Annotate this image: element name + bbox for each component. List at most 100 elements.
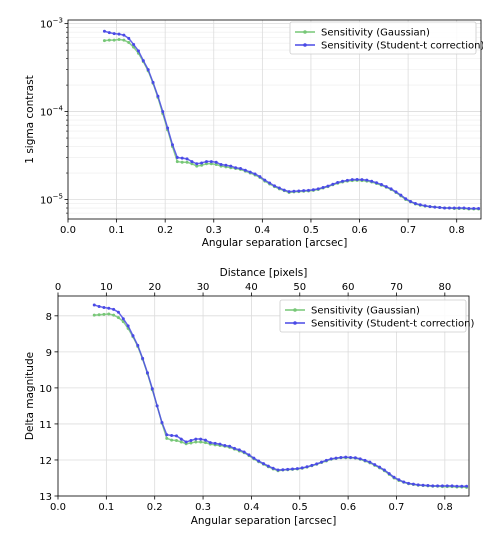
data-point bbox=[97, 313, 101, 317]
x2-tick-label: 50 bbox=[293, 282, 306, 293]
data-point bbox=[174, 434, 178, 438]
data-point bbox=[365, 178, 369, 182]
data-point bbox=[349, 455, 353, 459]
data-point bbox=[331, 182, 335, 186]
x2-tick-label: 70 bbox=[390, 282, 403, 293]
x-tick-label: 0.0 bbox=[60, 225, 76, 236]
x-tick-label: 0.6 bbox=[340, 502, 356, 513]
data-point bbox=[102, 39, 106, 43]
data-point bbox=[379, 183, 383, 187]
data-point bbox=[443, 206, 447, 210]
data-point bbox=[102, 306, 106, 310]
data-point bbox=[373, 463, 377, 467]
data-point bbox=[334, 456, 338, 460]
data-point bbox=[277, 186, 281, 190]
data-point bbox=[402, 480, 406, 484]
y-tick-label: 10 bbox=[39, 384, 52, 395]
x-tick-label: 0.2 bbox=[147, 502, 163, 513]
y-tick-label: 10−5 bbox=[40, 192, 63, 206]
data-point bbox=[431, 484, 435, 488]
data-point bbox=[180, 160, 184, 164]
x-tick-label: 0.0 bbox=[50, 502, 66, 513]
data-point bbox=[92, 313, 96, 317]
data-point bbox=[452, 206, 456, 210]
data-point bbox=[102, 312, 106, 316]
data-point bbox=[166, 126, 170, 130]
data-point bbox=[436, 484, 440, 488]
data-point bbox=[263, 178, 267, 182]
data-point bbox=[199, 437, 203, 441]
data-point bbox=[214, 163, 218, 167]
data-point bbox=[440, 484, 444, 488]
data-point bbox=[370, 179, 374, 183]
data-point bbox=[292, 189, 296, 193]
data-point bbox=[200, 163, 204, 167]
data-point bbox=[136, 343, 140, 347]
data-point bbox=[305, 465, 309, 469]
x-tick-label: 0.1 bbox=[109, 225, 125, 236]
data-point bbox=[116, 310, 120, 314]
data-point bbox=[204, 162, 208, 166]
data-point bbox=[238, 167, 242, 171]
data-point bbox=[426, 484, 430, 488]
x-tick-label: 0.8 bbox=[449, 225, 465, 236]
data-point bbox=[310, 463, 314, 467]
data-point bbox=[136, 49, 140, 53]
data-point bbox=[179, 440, 183, 444]
legend-marker bbox=[303, 30, 307, 34]
data-point bbox=[253, 172, 257, 176]
data-point bbox=[195, 164, 199, 168]
data-point bbox=[286, 467, 290, 471]
legend-box bbox=[279, 299, 467, 333]
data-point bbox=[228, 444, 232, 448]
x-tick-label: 0.1 bbox=[98, 502, 114, 513]
data-point bbox=[175, 160, 179, 164]
data-point bbox=[341, 179, 345, 183]
data-point bbox=[218, 442, 222, 446]
data-point bbox=[204, 160, 208, 164]
data-point bbox=[165, 433, 169, 437]
data-point bbox=[266, 464, 270, 468]
data-point bbox=[179, 437, 183, 441]
data-point bbox=[438, 206, 442, 210]
data-point bbox=[224, 163, 228, 167]
data-point bbox=[375, 181, 379, 185]
data-point bbox=[243, 168, 247, 172]
data-point bbox=[97, 304, 101, 308]
x-tick-label: 0.3 bbox=[206, 225, 222, 236]
x-tick-label: 0.5 bbox=[303, 225, 319, 236]
data-point bbox=[132, 42, 136, 46]
data-point bbox=[170, 143, 174, 147]
data-point bbox=[368, 460, 372, 464]
series-line-1 bbox=[94, 313, 467, 489]
data-point bbox=[281, 468, 285, 472]
data-point bbox=[287, 190, 291, 194]
data-point bbox=[242, 450, 246, 454]
x2-tick-label: 40 bbox=[245, 282, 258, 293]
data-point bbox=[117, 32, 121, 36]
data-point bbox=[282, 188, 286, 192]
data-point bbox=[223, 444, 227, 448]
data-point bbox=[320, 460, 324, 464]
data-point bbox=[344, 455, 348, 459]
data-point bbox=[407, 481, 411, 485]
data-point bbox=[170, 438, 174, 442]
y-tick-label: 8 bbox=[46, 312, 52, 323]
data-point bbox=[326, 184, 330, 188]
x-tick-label: 0.6 bbox=[352, 225, 368, 236]
data-point bbox=[150, 387, 154, 391]
data-point bbox=[219, 163, 223, 167]
x2-tick-label: 60 bbox=[342, 282, 355, 293]
data-point bbox=[209, 160, 213, 164]
data-point bbox=[450, 484, 454, 488]
data-point bbox=[460, 484, 464, 488]
data-point bbox=[141, 59, 145, 63]
data-point bbox=[457, 206, 461, 210]
data-point bbox=[112, 32, 116, 36]
data-point bbox=[194, 437, 198, 441]
x2-axis-label: Distance [pixels] bbox=[220, 267, 308, 279]
y-tick-label: 10−4 bbox=[40, 105, 64, 119]
data-point bbox=[127, 41, 131, 45]
data-point bbox=[311, 188, 315, 192]
